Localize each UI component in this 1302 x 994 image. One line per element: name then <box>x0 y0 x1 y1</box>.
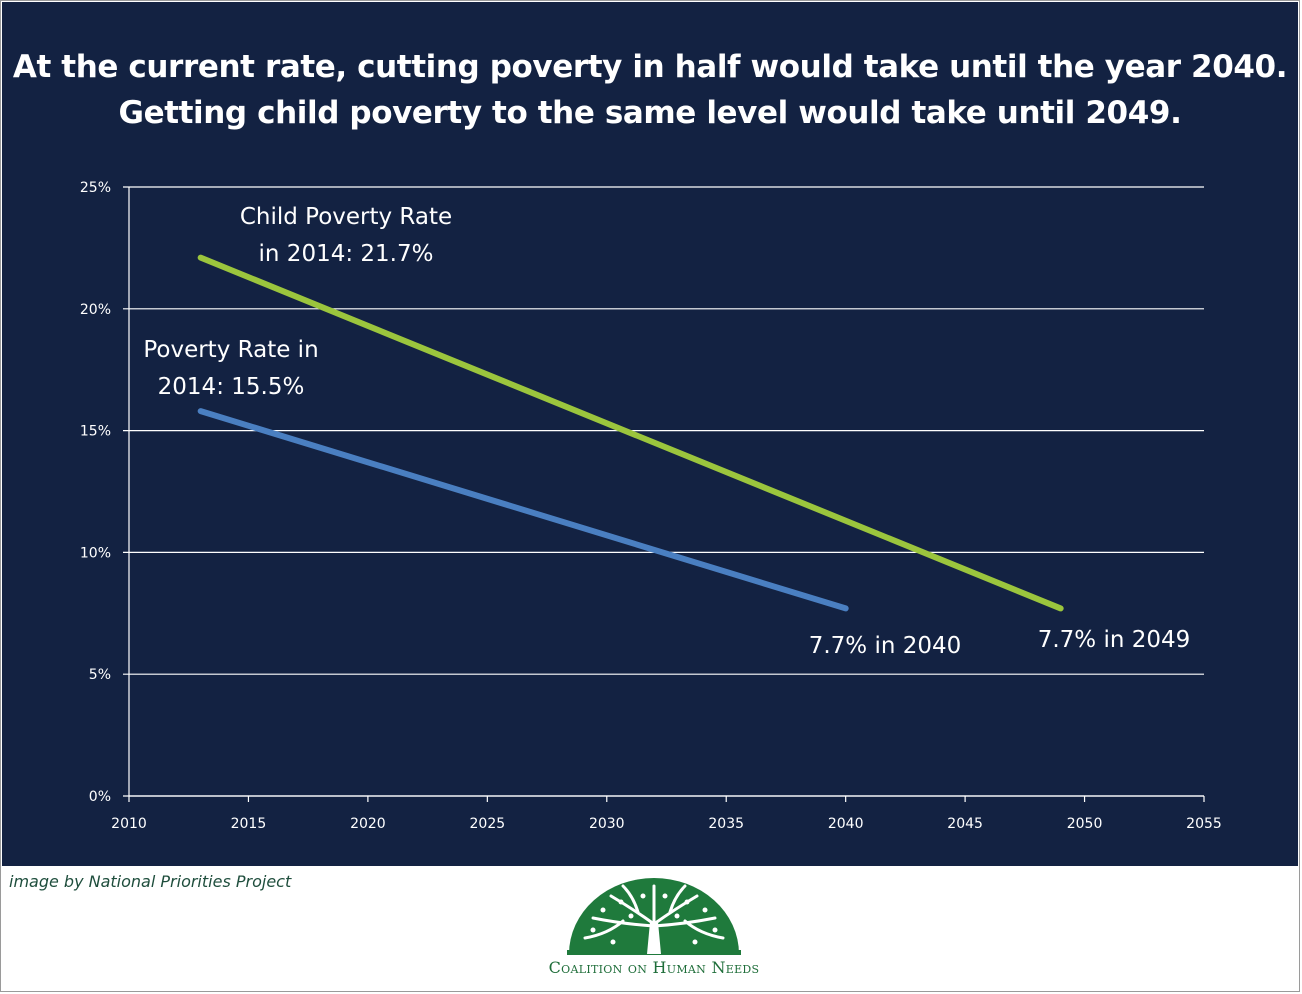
tree-leaf-dot <box>692 939 698 945</box>
tree-branch <box>652 916 717 928</box>
tree-branch <box>609 894 656 926</box>
tree-trunk <box>647 922 661 954</box>
tree-icon <box>567 878 741 955</box>
tree-leaf-dot <box>702 907 708 913</box>
chart-panel <box>2 2 1298 866</box>
tree-leaf-dot <box>662 893 668 899</box>
x-tick-label: 2020 <box>350 816 386 832</box>
child-poverty-line <box>197 254 1064 612</box>
image-credit: image by National Priorities Project <box>9 872 292 891</box>
x-tick-label: 2035 <box>708 816 744 832</box>
tree-branch <box>591 916 656 928</box>
tree-branch <box>621 884 640 914</box>
x-tick-label: 2025 <box>470 816 506 832</box>
poverty-2040-annotation: 7.7% in 2040 <box>809 633 962 659</box>
chart-title: At the current rate, cutting poverty in … <box>2 44 1298 136</box>
tree-leaf-dot <box>618 899 624 905</box>
y-tick-label: 5% <box>89 667 111 683</box>
tree-leaf-dot <box>712 927 718 933</box>
child-poverty-annotation: in 2014: 21.7% <box>259 241 434 267</box>
y-tick-label: 10% <box>80 545 111 561</box>
tree-leaf-dot <box>600 907 606 913</box>
y-tick-label: 25% <box>80 180 111 196</box>
x-tick-label: 2050 <box>1067 816 1103 832</box>
tree-branch <box>652 894 699 926</box>
tree-branch <box>583 919 625 940</box>
poverty-rate-line <box>197 408 849 612</box>
tree-branch <box>668 884 687 914</box>
tree-leaf-dot <box>674 913 680 919</box>
poverty-rate-annotation: 2014: 15.5% <box>158 374 305 400</box>
x-tick-label: 2045 <box>947 816 983 832</box>
tree-leaf-dot <box>628 913 634 919</box>
poverty-rate-annotation: Poverty Rate in <box>143 337 318 363</box>
y-tick-label: 0% <box>89 789 111 805</box>
child-poverty-annotation: Child Poverty Rate <box>240 204 452 230</box>
tree-leaf-dot <box>640 893 646 899</box>
tree-leaf-dot <box>684 899 690 905</box>
tree-leaf-dot <box>590 927 596 933</box>
x-tick-label: 2010 <box>111 816 147 832</box>
x-tick-label: 2040 <box>828 816 864 832</box>
child-poverty-2049-annotation: 7.7% in 2049 <box>1038 627 1191 653</box>
line-chart: 0% 5% 10% 15% 20% 25% 2010 2015 2020 2025 2030 2035… <box>80 180 1222 832</box>
y-tick-label: 20% <box>80 302 111 318</box>
x-tick-label: 2055 <box>1186 816 1222 832</box>
x-tick-label: 2015 <box>231 816 267 832</box>
org-name: Coalition on Human Needs <box>548 958 760 977</box>
title-line-1: At the current rate, cutting poverty in … <box>12 49 1288 85</box>
y-tick-label: 15% <box>80 424 111 440</box>
coalition-logo: Coalition on Human Needs <box>523 874 785 986</box>
tree-branch <box>683 919 725 940</box>
title-line-2: Getting child poverty to the same level … <box>118 95 1182 131</box>
tree-leaf-dot <box>610 939 616 945</box>
x-tick-label: 2030 <box>589 816 625 832</box>
